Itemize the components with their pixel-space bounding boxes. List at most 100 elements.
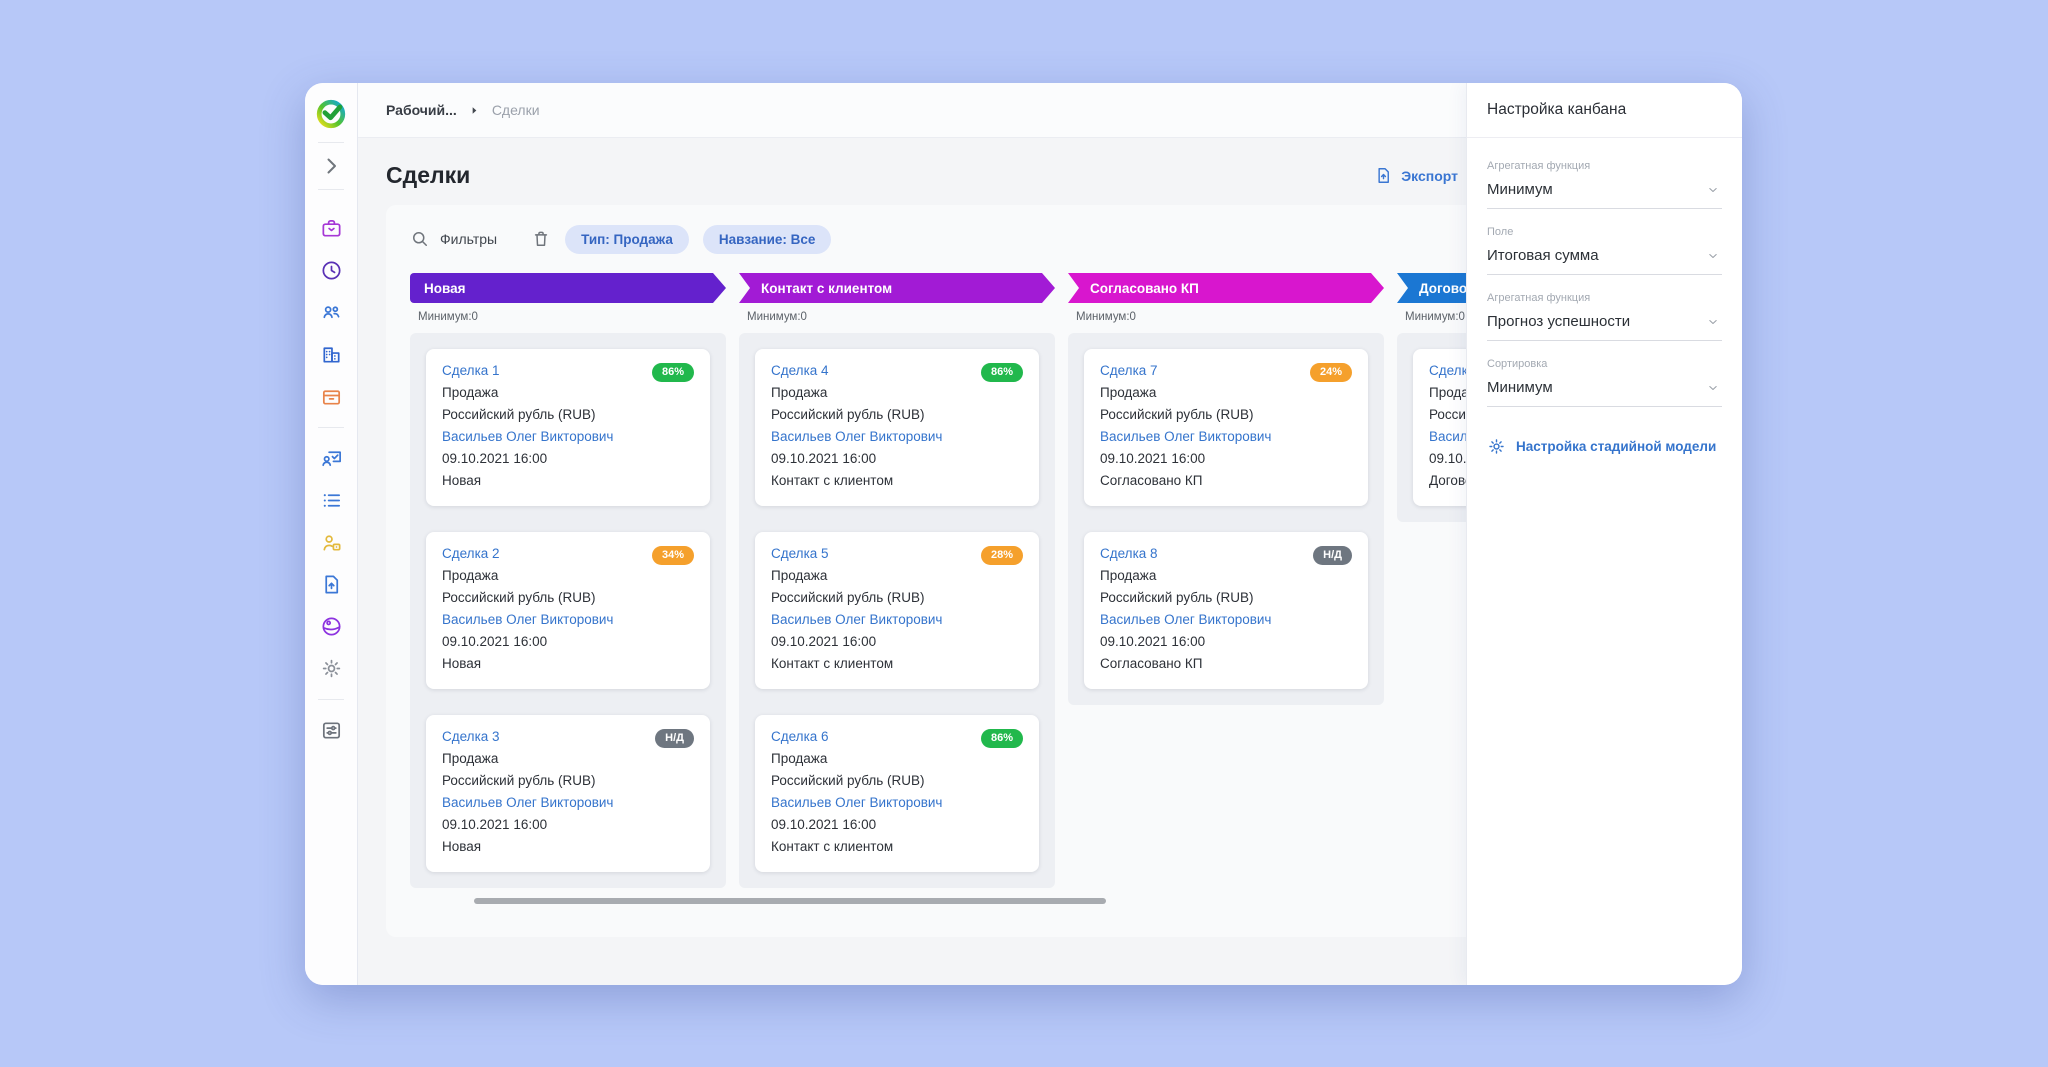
export-icon bbox=[1374, 166, 1393, 185]
deal-owner-link[interactable]: Васильев Олег Викторович bbox=[442, 795, 614, 810]
deal-datetime: 09.10.2021 16:00 bbox=[1100, 634, 1206, 649]
deal-stage: Новая bbox=[442, 839, 482, 854]
forecast-select[interactable]: Прогноз успешности bbox=[1487, 311, 1722, 341]
deal-owner-link[interactable]: Васильев Олег Викторович bbox=[1100, 612, 1272, 627]
aggregate-function-field: Агрегатная функция Минимум bbox=[1487, 160, 1722, 209]
company-icon[interactable] bbox=[320, 343, 343, 366]
probability-badge: 86% bbox=[980, 729, 1023, 748]
column-header: Контакт с клиентом bbox=[739, 273, 1055, 303]
deal-owner-link[interactable]: Васильев Олег Викторович bbox=[771, 429, 943, 444]
archive-icon[interactable] bbox=[320, 385, 343, 408]
deal-link[interactable]: Сделка 1 bbox=[442, 363, 500, 378]
deal-stage: Новая bbox=[442, 656, 482, 671]
select-value: Минимум bbox=[1487, 379, 1553, 396]
kanban-column-approved: Согласовано КП Минимум:0 Сделка 7 24% Пр… bbox=[1068, 273, 1384, 705]
breadcrumb-root[interactable]: Рабочий... bbox=[386, 102, 457, 118]
page-title: Сделки bbox=[386, 162, 471, 188]
kanban-settings-panel: Настройка канбана Агрегатная функция Мин… bbox=[1466, 83, 1742, 985]
planet-icon[interactable] bbox=[320, 615, 343, 638]
preferences-icon[interactable] bbox=[320, 719, 343, 742]
deal-currency: Российский рубль (RUB) bbox=[771, 773, 925, 788]
search-icon[interactable] bbox=[410, 229, 430, 249]
deal-card[interactable]: Сделка 1 86% Продажа Российский рубль (R… bbox=[426, 349, 710, 506]
deal-link[interactable]: Сделка 7 bbox=[1100, 363, 1158, 378]
deal-currency: Российский рубль (RUB) bbox=[1100, 407, 1254, 422]
sidebar-divider bbox=[318, 699, 344, 700]
sorting-field: Сортировка Минимум bbox=[1487, 358, 1722, 407]
document-upload-icon[interactable] bbox=[320, 573, 343, 596]
deal-currency: Российский рубль (RUB) bbox=[442, 590, 596, 605]
deal-stage: Контакт с клиентом bbox=[771, 839, 894, 854]
deal-datetime: 09.10.2021 16:00 bbox=[1100, 451, 1206, 466]
field-select[interactable]: Итоговая сумма bbox=[1487, 245, 1722, 275]
deal-link[interactable]: Сделка 4 bbox=[771, 363, 829, 378]
deal-owner-link[interactable]: Васильев Олег Викторович bbox=[442, 429, 614, 444]
sidebar-expand-button[interactable] bbox=[319, 154, 343, 178]
sidebar-divider bbox=[318, 189, 344, 190]
deal-link[interactable]: Сделка 8 bbox=[1100, 546, 1158, 561]
deals-board-icon[interactable] bbox=[320, 447, 343, 470]
horizontal-scrollbar-thumb[interactable] bbox=[474, 898, 1106, 904]
deal-owner-link[interactable]: Васильев Олег Викторович bbox=[771, 795, 943, 810]
deal-card[interactable]: Сделка 6 86% Продажа Российский рубль (R… bbox=[755, 715, 1039, 872]
breadcrumb-current: Сделки bbox=[491, 102, 540, 118]
title-row: Сделки Экспорт bbox=[358, 138, 1742, 205]
contacts-icon[interactable] bbox=[320, 301, 343, 324]
deal-type: Продажа bbox=[771, 568, 828, 583]
deal-link[interactable]: Сделка 6 bbox=[771, 729, 829, 744]
column-cards: Сделка 1 86% Продажа Российский рубль (R… bbox=[410, 333, 726, 888]
deal-stage: Новая bbox=[442, 473, 482, 488]
deal-owner-link[interactable]: Васильев Олег Викторович bbox=[771, 612, 943, 627]
deal-currency: Российский рубль (RUB) bbox=[771, 590, 925, 605]
column-min-label: Минимум:0 bbox=[1076, 311, 1136, 323]
deal-stage: Контакт с клиентом bbox=[771, 656, 894, 671]
deal-owner-link[interactable]: Васильев Олег Викторович bbox=[1100, 429, 1272, 444]
stage-model-link-label: Настройка стадийной модели bbox=[1516, 439, 1717, 454]
sorting-select[interactable]: Минимум bbox=[1487, 377, 1722, 407]
field-label: Агрегатная функция bbox=[1487, 292, 1591, 304]
deal-card[interactable]: Сделка 2 34% Продажа Российский рубль (R… bbox=[426, 532, 710, 689]
list-icon[interactable] bbox=[320, 489, 343, 512]
deal-card[interactable]: Сделка 7 24% Продажа Российский рубль (R… bbox=[1084, 349, 1368, 506]
deal-card[interactable]: Сделка 3 Н/Д Продажа Российский рубль (R… bbox=[426, 715, 710, 872]
export-button[interactable]: Экспорт bbox=[1374, 166, 1458, 185]
deal-owner-link[interactable]: Васильев Олег Викторович bbox=[442, 612, 614, 627]
deal-link[interactable]: Сделка 2 bbox=[442, 546, 500, 561]
chevron-down-icon bbox=[1706, 183, 1720, 197]
deal-type: Продажа bbox=[1100, 385, 1157, 400]
clock-icon[interactable] bbox=[320, 259, 343, 282]
column-min-label: Минимум:0 bbox=[747, 311, 807, 323]
sidebar-divider bbox=[318, 427, 344, 428]
deal-type: Продажа bbox=[771, 751, 828, 766]
select-value: Прогноз успешности bbox=[1487, 313, 1631, 330]
aggregate-function-2-field: Агрегатная функция Прогноз успешности bbox=[1487, 292, 1722, 341]
access-icon[interactable] bbox=[320, 531, 343, 554]
sidebar-icon-stack bbox=[318, 217, 344, 742]
deal-stage: Согласовано КП bbox=[1100, 473, 1203, 488]
stage-model-settings-link[interactable]: Настройка стадийной модели bbox=[1487, 437, 1722, 456]
deal-datetime: 09.10.2021 16:00 bbox=[442, 451, 548, 466]
chevron-down-icon bbox=[1706, 249, 1720, 263]
deal-currency: Российский рубль (RUB) bbox=[771, 407, 925, 422]
filter-chip-name[interactable]: Навзание: Все bbox=[702, 224, 832, 254]
settings-gear-icon[interactable] bbox=[320, 657, 343, 680]
probability-badge: 24% bbox=[1309, 363, 1352, 382]
deal-type: Продажа bbox=[442, 385, 499, 400]
deal-card[interactable]: Сделка 8 Н/Д Продажа Российский рубль (R… bbox=[1084, 532, 1368, 689]
filter-row: Фильтры Тип: Продажа Навзание: Все bbox=[410, 221, 1708, 257]
deal-link[interactable]: Сделка 5 bbox=[771, 546, 829, 561]
field-label: Поле bbox=[1487, 226, 1514, 238]
briefcase-icon[interactable] bbox=[320, 217, 343, 240]
column-min-label: Минимум:0 bbox=[1405, 311, 1465, 323]
clear-filters-button[interactable] bbox=[531, 229, 551, 249]
filters-label[interactable]: Фильтры bbox=[440, 231, 498, 247]
sber-logo-icon bbox=[314, 97, 348, 131]
horizontal-scrollbar bbox=[474, 898, 1106, 904]
deal-link[interactable]: Сделка 3 bbox=[442, 729, 500, 744]
deal-stage: Согласовано КП bbox=[1100, 656, 1203, 671]
deal-card[interactable]: Сделка 4 86% Продажа Российский рубль (R… bbox=[755, 349, 1039, 506]
filter-chip-type[interactable]: Тип: Продажа bbox=[565, 224, 689, 254]
aggregate-function-select[interactable]: Минимум bbox=[1487, 179, 1722, 209]
select-value: Итоговая сумма bbox=[1487, 247, 1599, 264]
deal-card[interactable]: Сделка 5 28% Продажа Российский рубль (R… bbox=[755, 532, 1039, 689]
